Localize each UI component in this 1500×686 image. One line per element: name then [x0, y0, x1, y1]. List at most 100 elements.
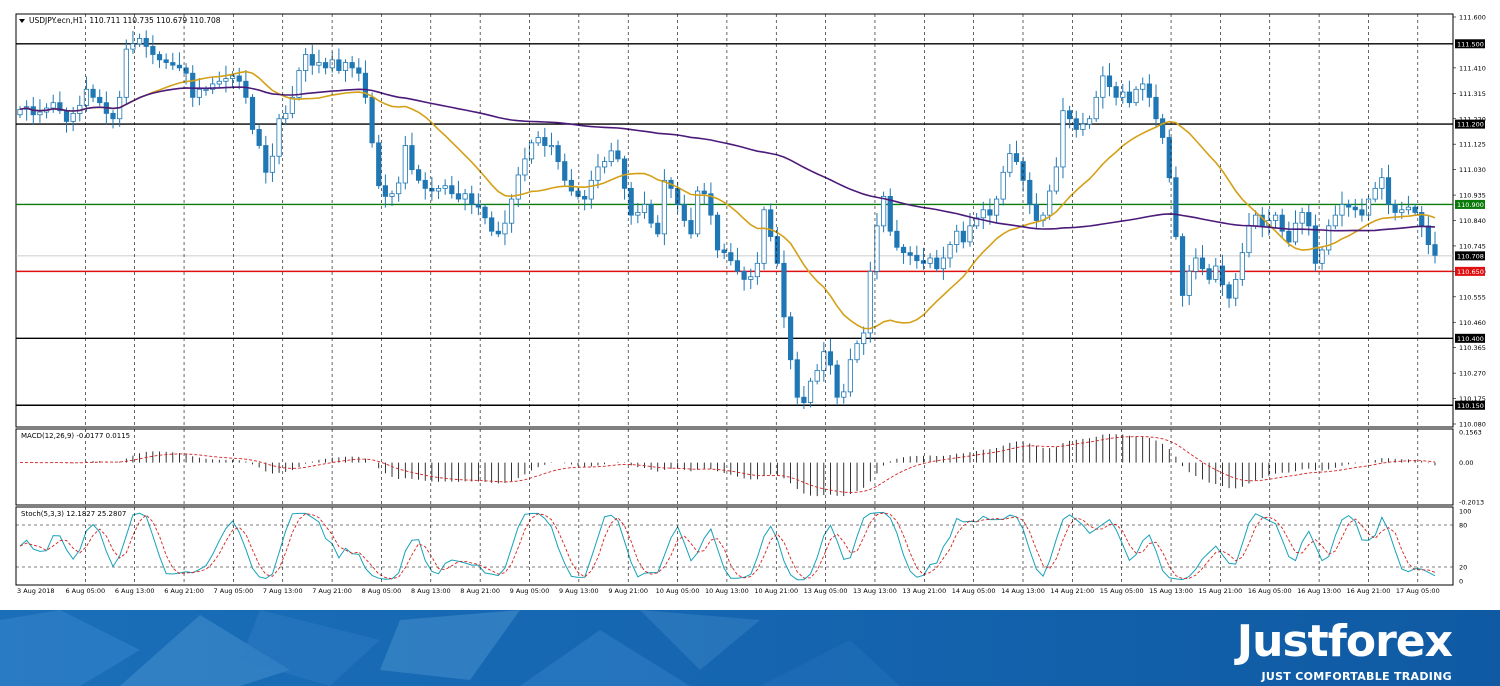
x-tick-label: 6 Aug 21:00	[164, 587, 204, 595]
x-tick-label: 16 Aug 13:00	[1297, 587, 1341, 595]
candle-body	[1067, 110, 1073, 120]
level-tag	[1455, 400, 1485, 410]
candle-body	[655, 222, 661, 235]
candle-body	[256, 129, 262, 146]
x-tick-label: 10 Aug 05:00	[656, 587, 700, 595]
candle-body	[588, 179, 594, 200]
candle-body	[1319, 249, 1325, 264]
candle-body	[382, 185, 388, 197]
candle-body	[1312, 225, 1319, 264]
candle-body	[1086, 118, 1093, 125]
level-tag	[1455, 266, 1485, 276]
candle-body	[502, 222, 508, 235]
brand-banner: Justforex JUST COMFORTABLE TRADING	[0, 610, 1500, 686]
banner-background	[0, 610, 1500, 686]
candle-body	[1372, 187, 1378, 200]
candle-body	[356, 67, 362, 74]
candle-body	[1060, 110, 1066, 168]
candle-body	[170, 62, 176, 66]
level-tag-label: 110.650	[1457, 268, 1484, 276]
candle-body	[150, 46, 156, 55]
price-tick-label: 110.365	[1459, 344, 1486, 352]
x-tick-label: 15 Aug 13:00	[1149, 587, 1193, 595]
candle-body	[1053, 166, 1059, 192]
candle-body	[582, 196, 588, 200]
macd-signal-line	[20, 436, 1436, 493]
candle-body	[1346, 204, 1352, 208]
candle-body	[940, 257, 947, 270]
candle-body	[63, 110, 70, 122]
candle-body	[1080, 123, 1086, 130]
candle-body	[163, 59, 169, 63]
stochastic-d-line	[19, 512, 1436, 580]
price-tick-label: 110.460	[1459, 319, 1486, 327]
candle-body	[907, 252, 913, 256]
candle-body	[1213, 265, 1219, 280]
level-tag	[1455, 333, 1485, 343]
candle-body	[1113, 86, 1119, 98]
candle-body	[349, 62, 355, 69]
level-tag-label: 111.200	[1457, 121, 1484, 129]
stochastic-tick-label: 100	[1459, 508, 1471, 516]
price-tick-label: 111.600	[1459, 14, 1486, 22]
candle-body	[1233, 279, 1239, 299]
x-tick-label: 13 Aug 13:00	[853, 587, 897, 595]
candle-body	[1399, 209, 1405, 213]
candle-body	[449, 185, 455, 195]
candle-body	[920, 260, 927, 264]
candle-body	[475, 204, 481, 208]
x-tick-label: 7 Aug 13:00	[263, 587, 303, 595]
candle-body	[881, 196, 887, 227]
price-tick-label: 110.080	[1459, 421, 1486, 429]
candle-body	[462, 193, 468, 200]
candle-body	[548, 145, 555, 148]
candle-body	[708, 193, 714, 216]
stochastic-panel: 100 80 20 0	[15, 506, 1471, 586]
candle-body	[409, 145, 415, 171]
candle-body	[1100, 75, 1106, 98]
stochastic-k-line	[19, 511, 1436, 581]
level-tag-label: 111.500	[1457, 40, 1484, 48]
candle-body	[469, 193, 475, 205]
candle-body	[309, 54, 315, 66]
candle-body	[788, 316, 794, 361]
candle-body	[887, 196, 893, 232]
x-tick-label: 9 Aug 13:00	[559, 587, 599, 595]
candle-body	[681, 204, 687, 221]
candle-body	[495, 230, 501, 235]
x-tick-label: 17 Aug 05:00	[1396, 587, 1440, 595]
candle-body	[1332, 214, 1338, 227]
candle-body	[1007, 153, 1013, 173]
candle-body	[17, 108, 23, 116]
candle-body	[1299, 212, 1305, 224]
candle-body	[1173, 177, 1179, 237]
candle-body	[542, 137, 548, 146]
candle-body	[190, 72, 196, 98]
x-tick-label: 6 Aug 05:00	[65, 587, 105, 595]
macd-tick-label: 0.1563	[1459, 429, 1482, 437]
stochastic-tick-label: 0	[1459, 578, 1463, 586]
x-tick-label: 7 Aug 05:00	[214, 587, 254, 595]
candle-body	[396, 182, 402, 195]
candle-body	[807, 380, 814, 403]
candle-body	[316, 62, 322, 66]
candle-body	[1292, 222, 1299, 243]
candle-body	[648, 204, 654, 224]
candle-body	[621, 158, 628, 189]
price-tick-label: 111.315	[1459, 90, 1486, 98]
candle-body	[774, 236, 780, 264]
candle-body	[575, 190, 581, 197]
candle-body	[602, 161, 608, 168]
candle-body	[1239, 252, 1245, 280]
candle-body	[1013, 153, 1020, 162]
candle-body	[1146, 83, 1152, 98]
candle-body	[1199, 257, 1206, 270]
candle-body	[1126, 91, 1133, 104]
candle-body	[296, 70, 302, 98]
candle-body	[847, 359, 853, 393]
candle-body	[934, 257, 940, 270]
x-tick-label: 9 Aug 05:00	[510, 587, 550, 595]
candle-body	[110, 112, 116, 120]
candle-body	[1253, 214, 1259, 227]
candle-body	[37, 111, 43, 116]
